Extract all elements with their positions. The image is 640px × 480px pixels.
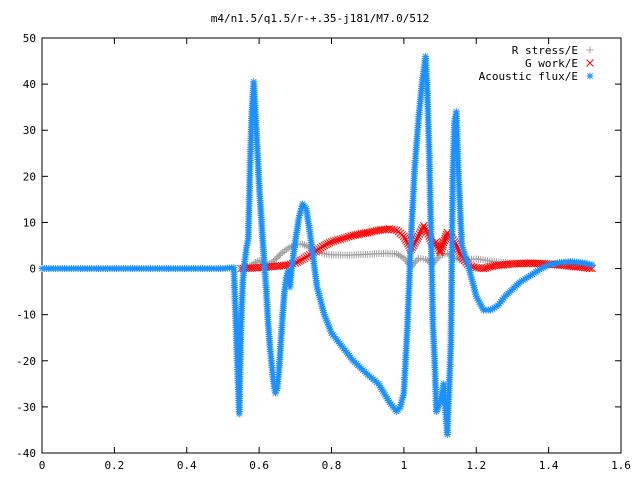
x-tick-label: 0.2 bbox=[104, 459, 124, 472]
y-tick-label: 0 bbox=[29, 263, 36, 276]
x-tick-label: 0.4 bbox=[177, 459, 197, 472]
legend-label: Acoustic flux/E bbox=[479, 70, 578, 83]
data-point bbox=[393, 250, 401, 258]
legend-marker bbox=[586, 46, 594, 54]
data-point bbox=[296, 256, 305, 265]
y-tick-label: 40 bbox=[23, 78, 36, 91]
data-point bbox=[324, 239, 332, 248]
data-point bbox=[390, 225, 399, 234]
data-point bbox=[275, 251, 283, 259]
data-point bbox=[342, 233, 351, 242]
x-tick-label: 1.4 bbox=[539, 459, 559, 472]
data-point bbox=[422, 255, 430, 263]
chart-title: m4/n1.5/q1.5/r-+.35-j181/M7.0/512 bbox=[211, 12, 430, 25]
legend-marker bbox=[586, 72, 594, 80]
data-point bbox=[272, 254, 280, 262]
data-point bbox=[435, 253, 443, 261]
data-point bbox=[415, 230, 424, 239]
data-point bbox=[436, 248, 444, 257]
y-tick-label: -30 bbox=[16, 401, 36, 414]
data-point bbox=[481, 264, 490, 272]
data-point bbox=[334, 236, 342, 244]
data-point bbox=[340, 234, 349, 242]
y-tick-label: 10 bbox=[23, 216, 36, 229]
data-point bbox=[440, 236, 449, 245]
x-tick-label: 0.6 bbox=[249, 459, 269, 472]
data-point bbox=[483, 263, 492, 272]
data-point bbox=[274, 253, 282, 261]
data-point bbox=[486, 263, 494, 271]
data-point bbox=[336, 235, 345, 244]
data-point bbox=[279, 248, 287, 256]
data-point bbox=[436, 246, 445, 255]
series-2 bbox=[38, 52, 596, 439]
x-tick-label: 1.6 bbox=[611, 459, 631, 472]
y-tick-label: -40 bbox=[16, 447, 36, 460]
y-tick-label: -20 bbox=[16, 355, 36, 368]
axis-ticks: 0 0.2 0.4 0.6 0.8 1 1.2 1.4 1.6 -40 -30 -20 -10 0 10 20… bbox=[16, 32, 631, 472]
data-point bbox=[327, 237, 336, 246]
data-point bbox=[280, 247, 288, 255]
data-point bbox=[401, 234, 409, 242]
data-point bbox=[338, 234, 347, 243]
legend-label: R stress/E bbox=[512, 44, 578, 57]
data-marks bbox=[38, 52, 596, 439]
data-point bbox=[300, 241, 308, 249]
data-point bbox=[413, 234, 422, 242]
legend-label: G work/E bbox=[525, 57, 578, 70]
y-tick-label: 50 bbox=[23, 32, 36, 45]
data-point bbox=[282, 246, 290, 254]
data-point bbox=[433, 255, 441, 263]
data-point bbox=[398, 253, 406, 261]
y-tick-label: 20 bbox=[23, 170, 36, 183]
data-point bbox=[479, 264, 488, 273]
data-point bbox=[414, 232, 423, 241]
data-point bbox=[432, 237, 441, 246]
data-point bbox=[588, 261, 596, 269]
data-point bbox=[438, 242, 447, 251]
data-point bbox=[329, 237, 338, 246]
data-point bbox=[385, 225, 394, 233]
data-point bbox=[284, 244, 292, 252]
plot-frame bbox=[41, 37, 622, 454]
data-point bbox=[411, 237, 420, 246]
data-point bbox=[299, 240, 307, 248]
data-point bbox=[322, 240, 330, 249]
data-point bbox=[439, 238, 448, 247]
data-point bbox=[277, 250, 285, 258]
data-point bbox=[439, 240, 447, 249]
data-point bbox=[437, 244, 446, 253]
data-point bbox=[400, 232, 408, 241]
data-point bbox=[271, 256, 279, 264]
data-point bbox=[345, 232, 353, 241]
y-tick-label: -10 bbox=[16, 309, 36, 322]
x-tick-label: 1 bbox=[401, 459, 408, 472]
data-point bbox=[302, 242, 310, 250]
data-point bbox=[325, 238, 334, 247]
data-point bbox=[295, 257, 303, 266]
data-point bbox=[394, 251, 402, 259]
data-point bbox=[419, 221, 428, 230]
data-point bbox=[387, 225, 396, 234]
data-point bbox=[320, 241, 329, 250]
data-point bbox=[413, 256, 421, 264]
legend-marker bbox=[586, 59, 594, 67]
data-point bbox=[412, 236, 421, 244]
data-point bbox=[421, 223, 429, 232]
x-tick-label: 0 bbox=[39, 459, 46, 472]
y-tick-label: 30 bbox=[23, 124, 36, 137]
data-point bbox=[411, 258, 419, 266]
x-tick-label: 0.8 bbox=[322, 459, 342, 472]
data-point bbox=[396, 252, 404, 260]
x-tick-label: 1.2 bbox=[466, 459, 486, 472]
data-point bbox=[331, 236, 340, 245]
